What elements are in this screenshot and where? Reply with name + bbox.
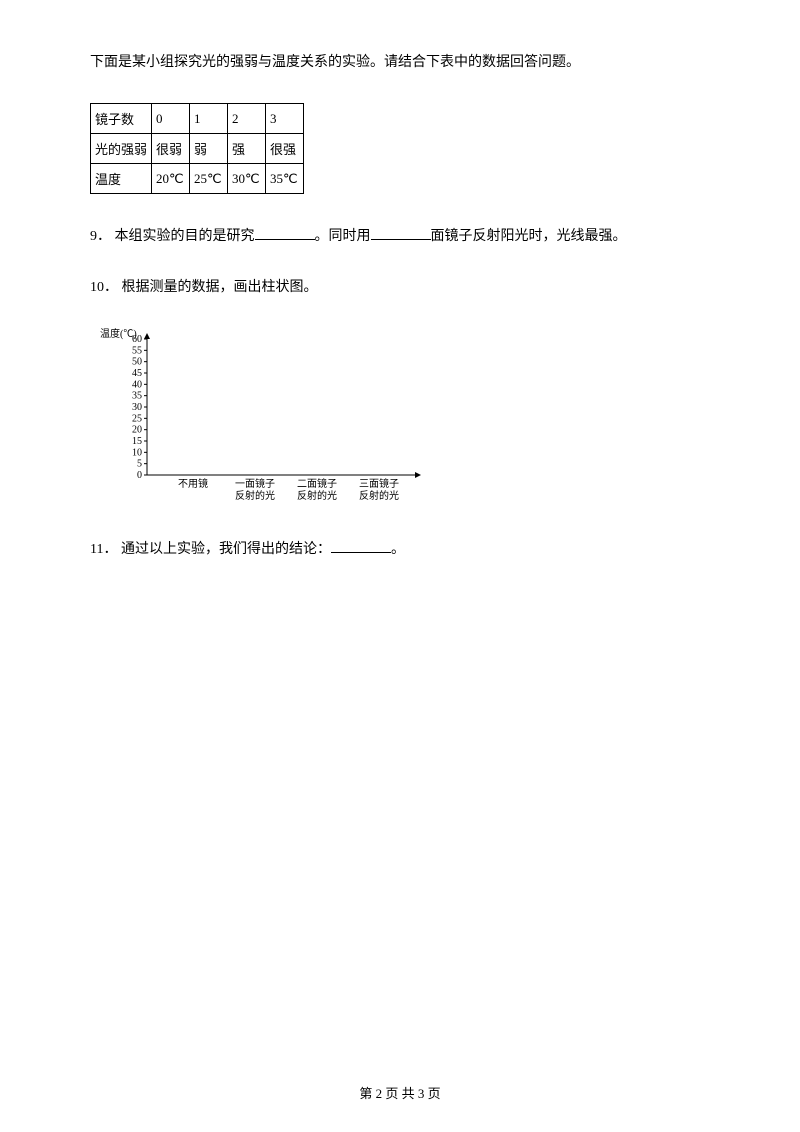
svg-text:反射的光: 反射的光 (359, 489, 399, 502)
question-text: 。 (391, 542, 405, 557)
svg-text:0: 0 (137, 470, 142, 481)
svg-text:35: 35 (132, 390, 142, 401)
table-header-cell: 镜子数 (91, 104, 152, 134)
question-num: 10． (90, 280, 118, 295)
svg-text:不用镜: 不用镜 (178, 477, 208, 490)
svg-text:55: 55 (132, 345, 142, 356)
svg-text:45: 45 (132, 368, 142, 379)
question-text: 。同时用 (315, 229, 371, 244)
svg-text:5: 5 (137, 458, 142, 469)
table-cell: 弱 (190, 134, 228, 164)
svg-text:反射的光: 反射的光 (235, 489, 275, 502)
page-footer: 第 2 页 共 3 页 (0, 1083, 800, 1102)
fill-blank[interactable] (371, 226, 431, 240)
footer-text: 页 (424, 1086, 440, 1101)
table-row: 光的强弱 很弱 弱 强 很强 (91, 134, 304, 164)
svg-text:反射的光: 反射的光 (297, 489, 337, 502)
svg-text:60: 60 (132, 334, 142, 345)
svg-text:15: 15 (132, 436, 142, 447)
table-cell: 2 (228, 104, 266, 134)
table-cell: 30℃ (228, 164, 266, 194)
svg-text:三面镜子: 三面镜子 (359, 477, 399, 490)
svg-text:20: 20 (132, 424, 142, 435)
table-header-cell: 温度 (91, 164, 152, 194)
table-cell: 很强 (266, 134, 304, 164)
table-row: 镜子数 0 1 2 3 (91, 104, 304, 134)
question-num: 9． (90, 229, 111, 244)
question-9: 9． 本组实验的目的是研究 。同时用 面镜子反射阳光时，光线最强。 (90, 224, 710, 249)
intro-text: 下面是某小组探究光的强弱与温度关系的实验。请结合下表中的数据回答问题。 (90, 50, 710, 75)
table-cell: 强 (228, 134, 266, 164)
table-cell: 3 (266, 104, 304, 134)
question-num: 11． (90, 542, 117, 557)
table-cell: 25℃ (190, 164, 228, 194)
question-11: 11． 通过以上实验，我们得出的结论： 。 (90, 537, 710, 562)
svg-text:二面镜子: 二面镜子 (297, 477, 337, 490)
question-text: 通过以上实验，我们得出的结论： (121, 542, 331, 557)
question-text: 本组实验的目的是研究 (115, 229, 255, 244)
svg-text:25: 25 (132, 413, 142, 424)
table-row: 温度 20℃ 25℃ 30℃ 35℃ (91, 164, 304, 194)
table-cell: 35℃ (266, 164, 304, 194)
table-cell: 很弱 (152, 134, 190, 164)
footer-text: 第 (359, 1086, 375, 1101)
table-cell: 0 (152, 104, 190, 134)
data-table: 镜子数 0 1 2 3 光的强弱 很弱 弱 强 很强 温度 20℃ 25℃ 30… (90, 103, 304, 194)
fill-blank[interactable] (255, 226, 315, 240)
footer-text: 页 共 (382, 1086, 418, 1101)
svg-text:一面镜子: 一面镜子 (235, 477, 275, 490)
svg-text:30: 30 (132, 402, 142, 413)
fill-blank[interactable] (331, 539, 391, 553)
table-cell: 20℃ (152, 164, 190, 194)
bar-chart-template: 温度(℃)605550454035302520151050不用镜一面镜子反射的光… (90, 327, 710, 507)
chart-svg: 温度(℃)605550454035302520151050不用镜一面镜子反射的光… (95, 327, 425, 507)
svg-text:10: 10 (132, 447, 142, 458)
table-cell: 1 (190, 104, 228, 134)
question-text: 根据测量的数据，画出柱状图。 (122, 280, 318, 295)
question-text: 面镜子反射阳光时，光线最强。 (431, 229, 627, 244)
question-10: 10． 根据测量的数据，画出柱状图。 (90, 275, 710, 300)
svg-text:40: 40 (132, 379, 142, 390)
svg-text:50: 50 (132, 356, 142, 367)
table-header-cell: 光的强弱 (91, 134, 152, 164)
